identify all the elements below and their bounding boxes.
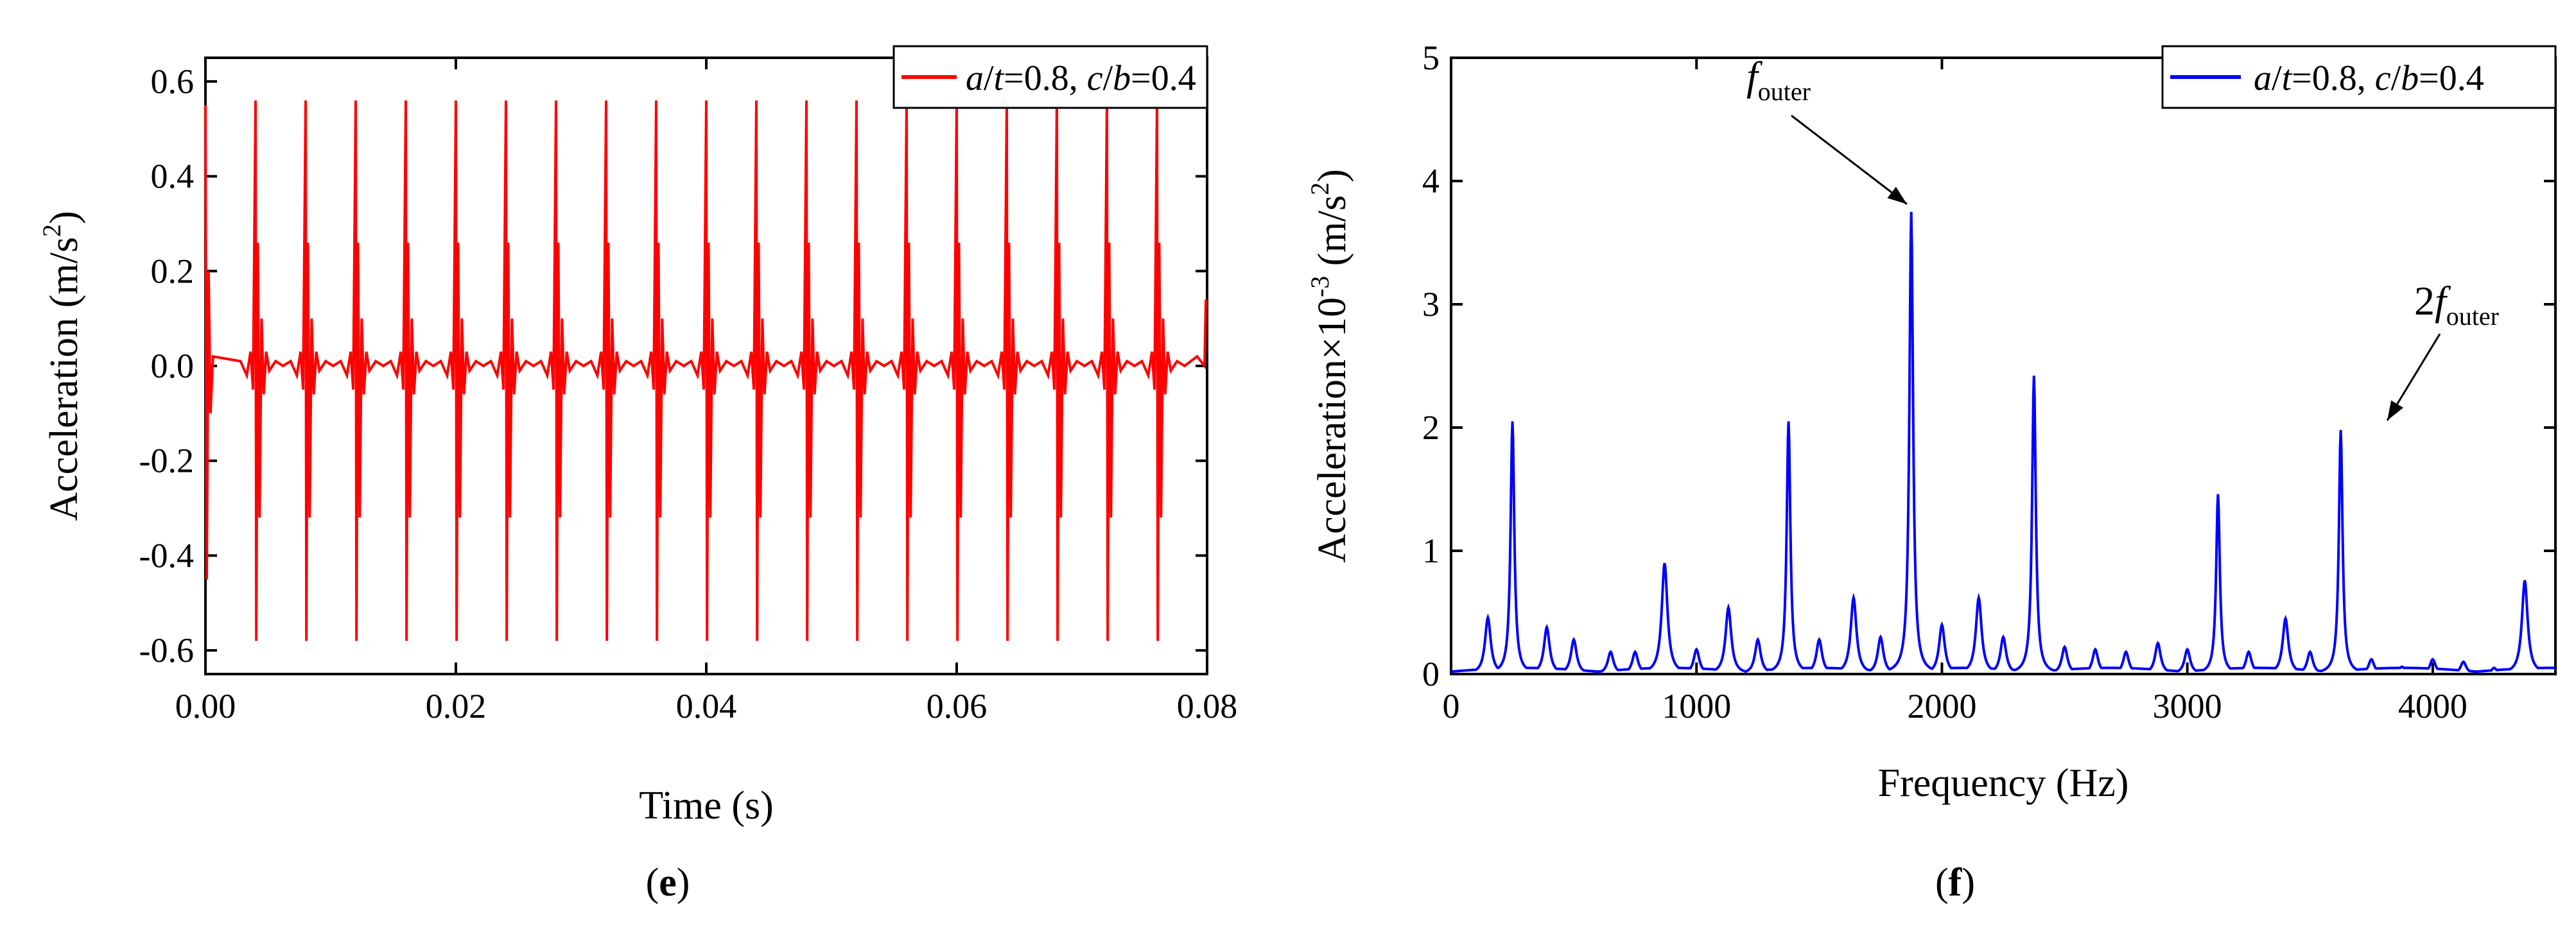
y-axis-title-e: Acceleration (m/s2): [37, 211, 86, 521]
x-tick-label: 0: [1443, 687, 1460, 725]
x-tick-label: 1000: [1662, 687, 1731, 725]
x-tick-label: 0.00: [175, 687, 236, 725]
y-axis-title-f: Acceleration×10-3 (m/s2): [1305, 169, 1354, 562]
chart-e: 0.00 0.02 0.04 0.06 0.08 0.6 0.4 0.2 0.0 -0.2 -0.4…: [37, 45, 1238, 905]
ticks-f: 0 1000 2000 3000 4000 0 1 2 3 4 5: [1422, 39, 2555, 725]
series-f: [1450, 211, 2556, 673]
x-tick-label: 0.02: [426, 687, 487, 725]
x-tick-label: 0.06: [927, 687, 988, 725]
x-axis-title-f: Frequency (Hz): [1878, 761, 2129, 805]
y-tick-label: 2: [1422, 408, 1440, 447]
y-tick-label: -0.6: [139, 631, 194, 670]
y-tick-label: -0.2: [139, 442, 194, 480]
y-tick-label: 4: [1422, 162, 1440, 200]
annotation-arrowhead-2f-outer: [2387, 400, 2403, 420]
y-tick-label: 0.6: [151, 62, 195, 101]
annotation-f-outer: fouter: [1746, 53, 1908, 205]
y-tick-label: 5: [1422, 39, 1440, 77]
y-tick-label: -0.4: [139, 536, 194, 575]
annotation-arrow-f-outer: [1791, 114, 1908, 205]
series-e: [204, 100, 1208, 641]
x-tick-label: 2000: [1907, 687, 1976, 725]
x-tick-label: 0.04: [676, 687, 737, 725]
x-tick-label: 3000: [2153, 687, 2222, 725]
panel-label-f: (f): [1935, 861, 1975, 905]
legend-f: a/t=0.8, c/b=0.4: [2161, 45, 2557, 109]
annotation-label-2f-outer: 2fouter: [2414, 278, 2499, 331]
x-tick-label: 0.08: [1177, 687, 1238, 725]
annotation-arrowhead-f-outer: [1887, 187, 1907, 204]
y-tick-label: 0.4: [151, 157, 195, 196]
y-tick-label: 3: [1422, 285, 1440, 324]
x-axis-title-e: Time (s): [639, 784, 774, 827]
legend-label-e: a/t=0.8, c/b=0.4: [966, 58, 1196, 98]
legend-e: a/t=0.8, c/b=0.4: [892, 45, 1208, 109]
y-tick-label: 0.0: [151, 347, 195, 385]
ticks-e: 0.00 0.02 0.04 0.06 0.08 0.6 0.4 0.2 0.0 -0.2 -0.4…: [139, 58, 1238, 725]
x-tick-label: 4000: [2398, 687, 2467, 725]
legend-label-f: a/t=0.8, c/b=0.4: [2254, 58, 2484, 98]
plot-frame-f: [1450, 56, 2557, 675]
series-line-f: [1450, 211, 2556, 673]
chart-f: 0 1000 2000 3000 4000 0 1 2 3 4 5 a/t=0.8, c/b=0.4…: [1305, 39, 2557, 905]
annotation-label-f-outer: fouter: [1746, 53, 1811, 106]
annotation-2f-outer: 2fouter: [2386, 278, 2499, 421]
panel-label-e: (e): [646, 861, 690, 905]
y-tick-label: 1: [1422, 532, 1440, 570]
series-line-e: [204, 100, 1208, 641]
y-tick-label: 0.2: [151, 252, 195, 290]
y-tick-label: 0: [1422, 655, 1440, 693]
